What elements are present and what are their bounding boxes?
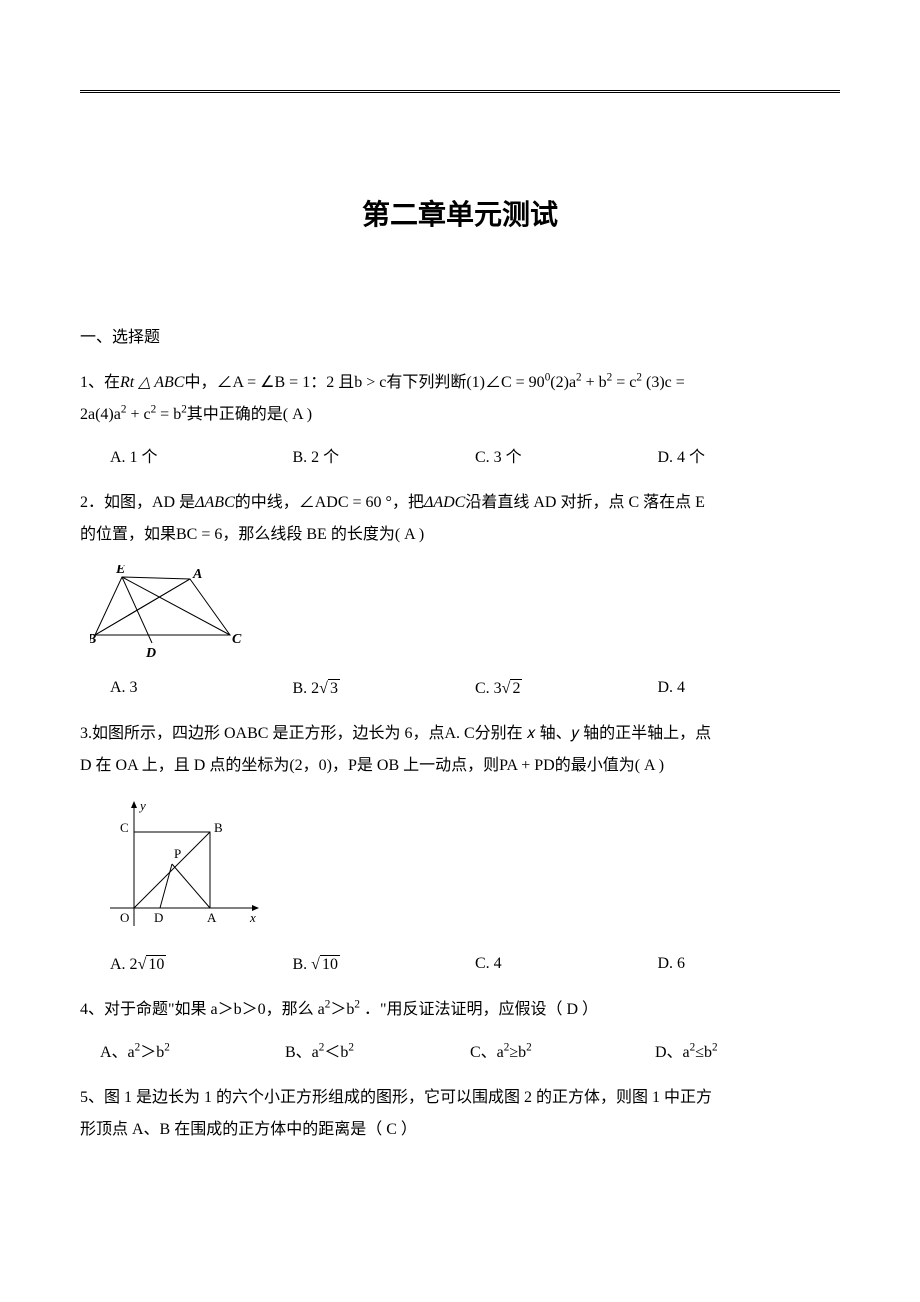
- section-heading: 一、选择题: [80, 323, 840, 347]
- q3-label-p: P: [174, 846, 181, 861]
- q3-label-y: y: [138, 798, 146, 813]
- q3-options: A. 2 10 B. 10 C. 4 D. 6: [80, 955, 840, 974]
- q2-label-e: E: [115, 565, 125, 577]
- q2-diagram: E A B D C: [90, 565, 250, 660]
- q2-label-c: C: [232, 632, 242, 647]
- q1-opt-c: C. 3 个: [475, 443, 658, 467]
- q4-opt-c: C、a2≥b2: [470, 1038, 655, 1062]
- q3-figure: O D A B C P x y: [90, 796, 840, 941]
- q3-opt-a: A. 2 10: [110, 955, 293, 974]
- q3-t2: D 在 OA 上，且 D 点的坐标为(2，0)，P是 OB 上一动点，则PA +…: [80, 757, 664, 774]
- top-rule: [80, 90, 840, 93]
- q3-opt-b-pre: B.: [293, 956, 312, 973]
- q2-opt-c-pre: C. 3: [475, 680, 502, 697]
- q3-opt-a-pre: A. 2: [110, 956, 138, 973]
- q3-diagram: O D A B C P x y: [90, 796, 265, 936]
- sqrt-icon: 2: [502, 679, 523, 698]
- q3-label-o: O: [120, 910, 129, 925]
- page-title: 第二章单元测试: [80, 193, 840, 233]
- q2-opt-a: A. 3: [110, 679, 293, 698]
- q3-label-d: D: [154, 910, 163, 925]
- q4c-m: ≥b: [509, 1044, 526, 1061]
- q2-label-b: B: [90, 632, 96, 647]
- q1-opt-a: A. 1 个: [110, 443, 293, 467]
- q1-m3: + b: [582, 374, 607, 391]
- q1-options: A. 1 个 B. 2 个 C. 3 个 D. 4 个: [80, 443, 840, 467]
- question-2: 2．如图，AD 是ΔABC的中线，∠ADC = 60 °，把ΔADC沿着直线 A…: [80, 487, 840, 551]
- q3-opt-a-rad: 10: [146, 955, 166, 974]
- q3-opt-b: B. 10: [293, 955, 476, 974]
- q2-options: A. 3 B. 2 3 C. 3 2 D. 4: [80, 679, 840, 698]
- question-1: 1、在Rt △ ABC中，∠A = ∠B = 1：2 且b > c有下列判断(1…: [80, 367, 840, 431]
- q4-t1: 4、对于命题"如果 a＞b＞0，那么 a: [80, 1001, 325, 1018]
- q2-tri: ΔABC: [195, 494, 235, 511]
- q1-m2: (2)a: [550, 374, 576, 391]
- q2-opt-c: C. 3 2: [475, 679, 658, 698]
- q2-opt-c-rad: 2: [510, 679, 522, 698]
- q4-opt-d: D、a2≤b2: [655, 1038, 840, 1062]
- q4b-p: B、a: [285, 1044, 319, 1061]
- q5-t2: 形顶点 A、B 在围成的正方体中的距离是（ C ）: [80, 1121, 417, 1138]
- q2-opt-d: D. 4: [658, 679, 841, 698]
- q1-m1: 中，∠A = ∠B = 1：2 且b > c有下列判断(1)∠C = 90: [184, 374, 544, 391]
- q2-opt-b: B. 2 3: [293, 679, 476, 698]
- q2-label-d: D: [145, 646, 156, 660]
- q3-opt-b-rad: 10: [320, 955, 340, 974]
- q1-rtabc: Rt △ ABC: [120, 374, 184, 391]
- question-3: 3.如图所示，四边形 OABC 是正方形，边长为 6，点A. C分别在 𝑥 轴、…: [80, 718, 840, 782]
- q2-t1: 2．如图，AD 是: [80, 494, 195, 511]
- q2-label-a: A: [192, 567, 202, 582]
- q1-text: 1、在: [80, 374, 120, 391]
- q4a-p: A、a: [100, 1044, 135, 1061]
- q1-l2c: = b: [156, 406, 181, 423]
- q1-l2d: 其中正确的是( A ): [187, 406, 312, 423]
- q2-t3: 沿着直线 AD 对折，点 C 落在点 E: [465, 494, 705, 511]
- q4d-s2: 2: [712, 1042, 718, 1054]
- q2-t2: 的中线，∠ADC = 60: [235, 494, 386, 511]
- q4-t2: ＞b: [330, 1001, 354, 1018]
- q4b-s2: 2: [348, 1042, 354, 1054]
- q2-t4: 的位置，如果BC = 6，那么线段 BE 的长度为( A ): [80, 526, 424, 543]
- q3-label-c: C: [120, 820, 129, 835]
- sqrt-icon: 10: [138, 955, 167, 974]
- q1-opt-d: D. 4 个: [658, 443, 841, 467]
- q3-label-x: x: [249, 910, 256, 925]
- q5-t1: 5、图 1 是边长为 1 的六个小正方形组成的图形，它可以围成图 2 的正方体，…: [80, 1089, 712, 1106]
- q1-opt-b: B. 2 个: [293, 443, 476, 467]
- q4-opt-a: A、a2＞b2: [100, 1038, 285, 1062]
- q3-opt-d: D. 6: [658, 955, 841, 974]
- q4-t3: ．"用反证法证明，应假设（ D ）: [360, 1001, 598, 1018]
- q2-deg: °，把: [386, 494, 424, 511]
- q1-l2b: + c: [126, 406, 150, 423]
- q2-figure: E A B D C: [90, 565, 840, 665]
- q2-opt-b-rad: 3: [328, 679, 340, 698]
- q3-label-a: A: [207, 910, 217, 925]
- q4c-p: C、a: [470, 1044, 504, 1061]
- q3-label-b: B: [214, 820, 223, 835]
- q4-opt-b: B、a2＜b2: [285, 1038, 470, 1062]
- q2-opt-b-pre: B. 2: [293, 680, 320, 697]
- q4c-s2: 2: [526, 1042, 532, 1054]
- q4-options: A、a2＞b2 B、a2＜b2 C、a2≥b2 D、a2≤b2: [80, 1038, 840, 1062]
- q4a-s2: 2: [164, 1042, 170, 1054]
- q4a-m: ＞b: [140, 1044, 164, 1061]
- q1-l2a: 2a(4)a: [80, 406, 121, 423]
- q4d-p: D、a: [655, 1044, 690, 1061]
- q1-m5: (3)c =: [642, 374, 685, 391]
- question-4: 4、对于命题"如果 a＞b＞0，那么 a2＞b2 ．"用反证法证明，应假设（ D…: [80, 994, 840, 1026]
- q3-opt-c: C. 4: [475, 955, 658, 974]
- q3-t1: 3.如图所示，四边形 OABC 是正方形，边长为 6，点A. C分别在 𝑥 轴、…: [80, 725, 711, 742]
- sqrt-icon: 3: [319, 679, 340, 698]
- q4d-m: ≤b: [695, 1044, 712, 1061]
- page: 第二章单元测试 一、选择题 1、在Rt △ ABC中，∠A = ∠B = 1：2…: [0, 0, 920, 1302]
- sqrt-icon: 10: [311, 955, 340, 974]
- question-5: 5、图 1 是边长为 1 的六个小正方形组成的图形，它可以围成图 2 的正方体，…: [80, 1082, 840, 1146]
- q1-m4: = c: [612, 374, 636, 391]
- q2-tri2: ΔADC: [424, 494, 465, 511]
- q4b-m: ＜b: [324, 1044, 348, 1061]
